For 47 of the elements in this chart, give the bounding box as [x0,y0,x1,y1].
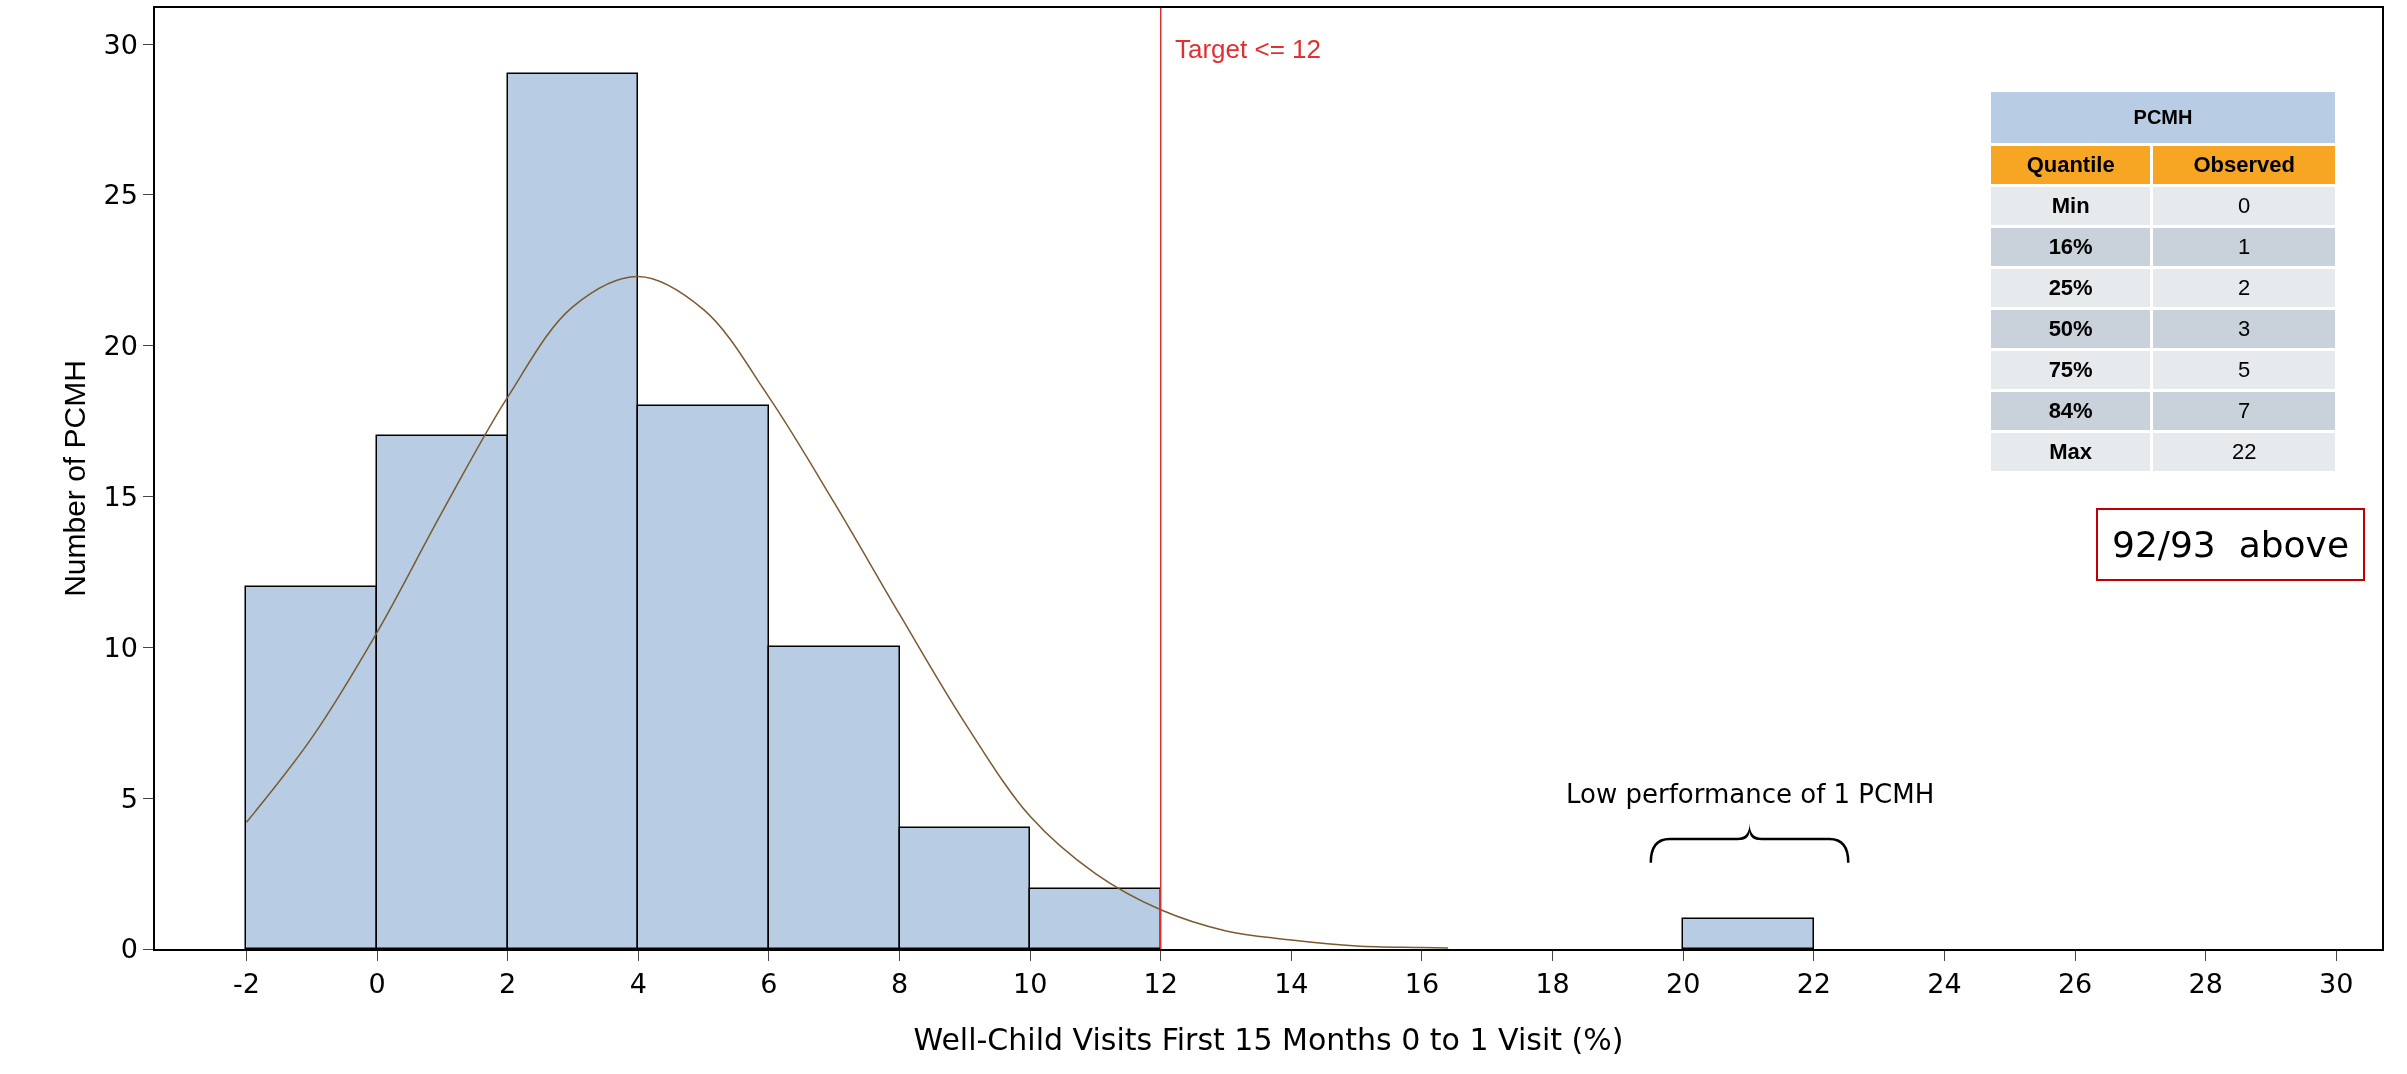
x-tick-label: 28 [2188,968,2223,1000]
text: PCMH [1991,92,2335,143]
y-tick-label: 5 [120,782,138,814]
x-tick-label: 16 [1404,968,1440,1000]
y-tick-label: 25 [103,179,138,211]
x-tick-label: 10 [1012,968,1048,1000]
data-label: 5 [2153,351,2335,389]
data-label: 3 [2153,310,2335,348]
category-label: 84% [1991,392,2151,430]
line-series [245,275,1449,949]
data-label: 0 [2153,187,2335,225]
y-tick-label: 10 [103,631,138,663]
ref-line-label: Target <= 12 [1175,34,1321,64]
x-tick-label: 2 [499,968,517,1000]
data-label: 1 [2153,228,2335,266]
x-tick-label: 6 [760,968,778,1000]
data-label: 2 [2153,269,2335,307]
category-label: 50% [1991,310,2151,348]
x-tick-label: 8 [890,968,909,1000]
x-tick-label: 12 [1143,968,1178,1000]
y-tick-label: 15 [103,481,138,513]
annotation: 92/93 above [2112,524,2350,565]
y-axis-title: Number of PCMH [57,360,91,597]
x-tick-label: 4 [629,968,647,1000]
data-label: 7 [2153,392,2335,430]
text: Observed [2153,146,2335,184]
category-label: 25% [1991,269,2151,307]
x-tick-label: 18 [1535,968,1570,1000]
category-label: Min [1991,187,2151,225]
x-tick-label: 26 [2057,968,2093,1000]
category-label: 16% [1991,228,2151,266]
x-tick-label: 14 [1274,968,1309,1000]
data-label: 22 [2153,433,2335,471]
category-label: Max [1991,433,2151,471]
x-tick-label: 22 [1796,968,1831,1000]
x-tick-label: 24 [1927,968,1962,1000]
text: Quantile [1991,146,2151,184]
y-tick-label: 0 [120,933,138,965]
x-tick-label: 20 [1666,968,1701,1000]
x-tick-label: 0 [368,968,386,1000]
x-tick-label: 30 [2319,968,2354,1000]
y-tick-label: 20 [103,330,138,362]
y-tick-label: 30 [103,28,138,60]
x-axis-title: Well-Child Visits First 15 Months 0 to 1 Visit (%) [913,1021,1624,1057]
category-label: 75% [1991,351,2151,389]
x-tick-label: -2 [232,968,260,1000]
annotation: Low performance of 1 PCMH [1566,779,1935,809]
